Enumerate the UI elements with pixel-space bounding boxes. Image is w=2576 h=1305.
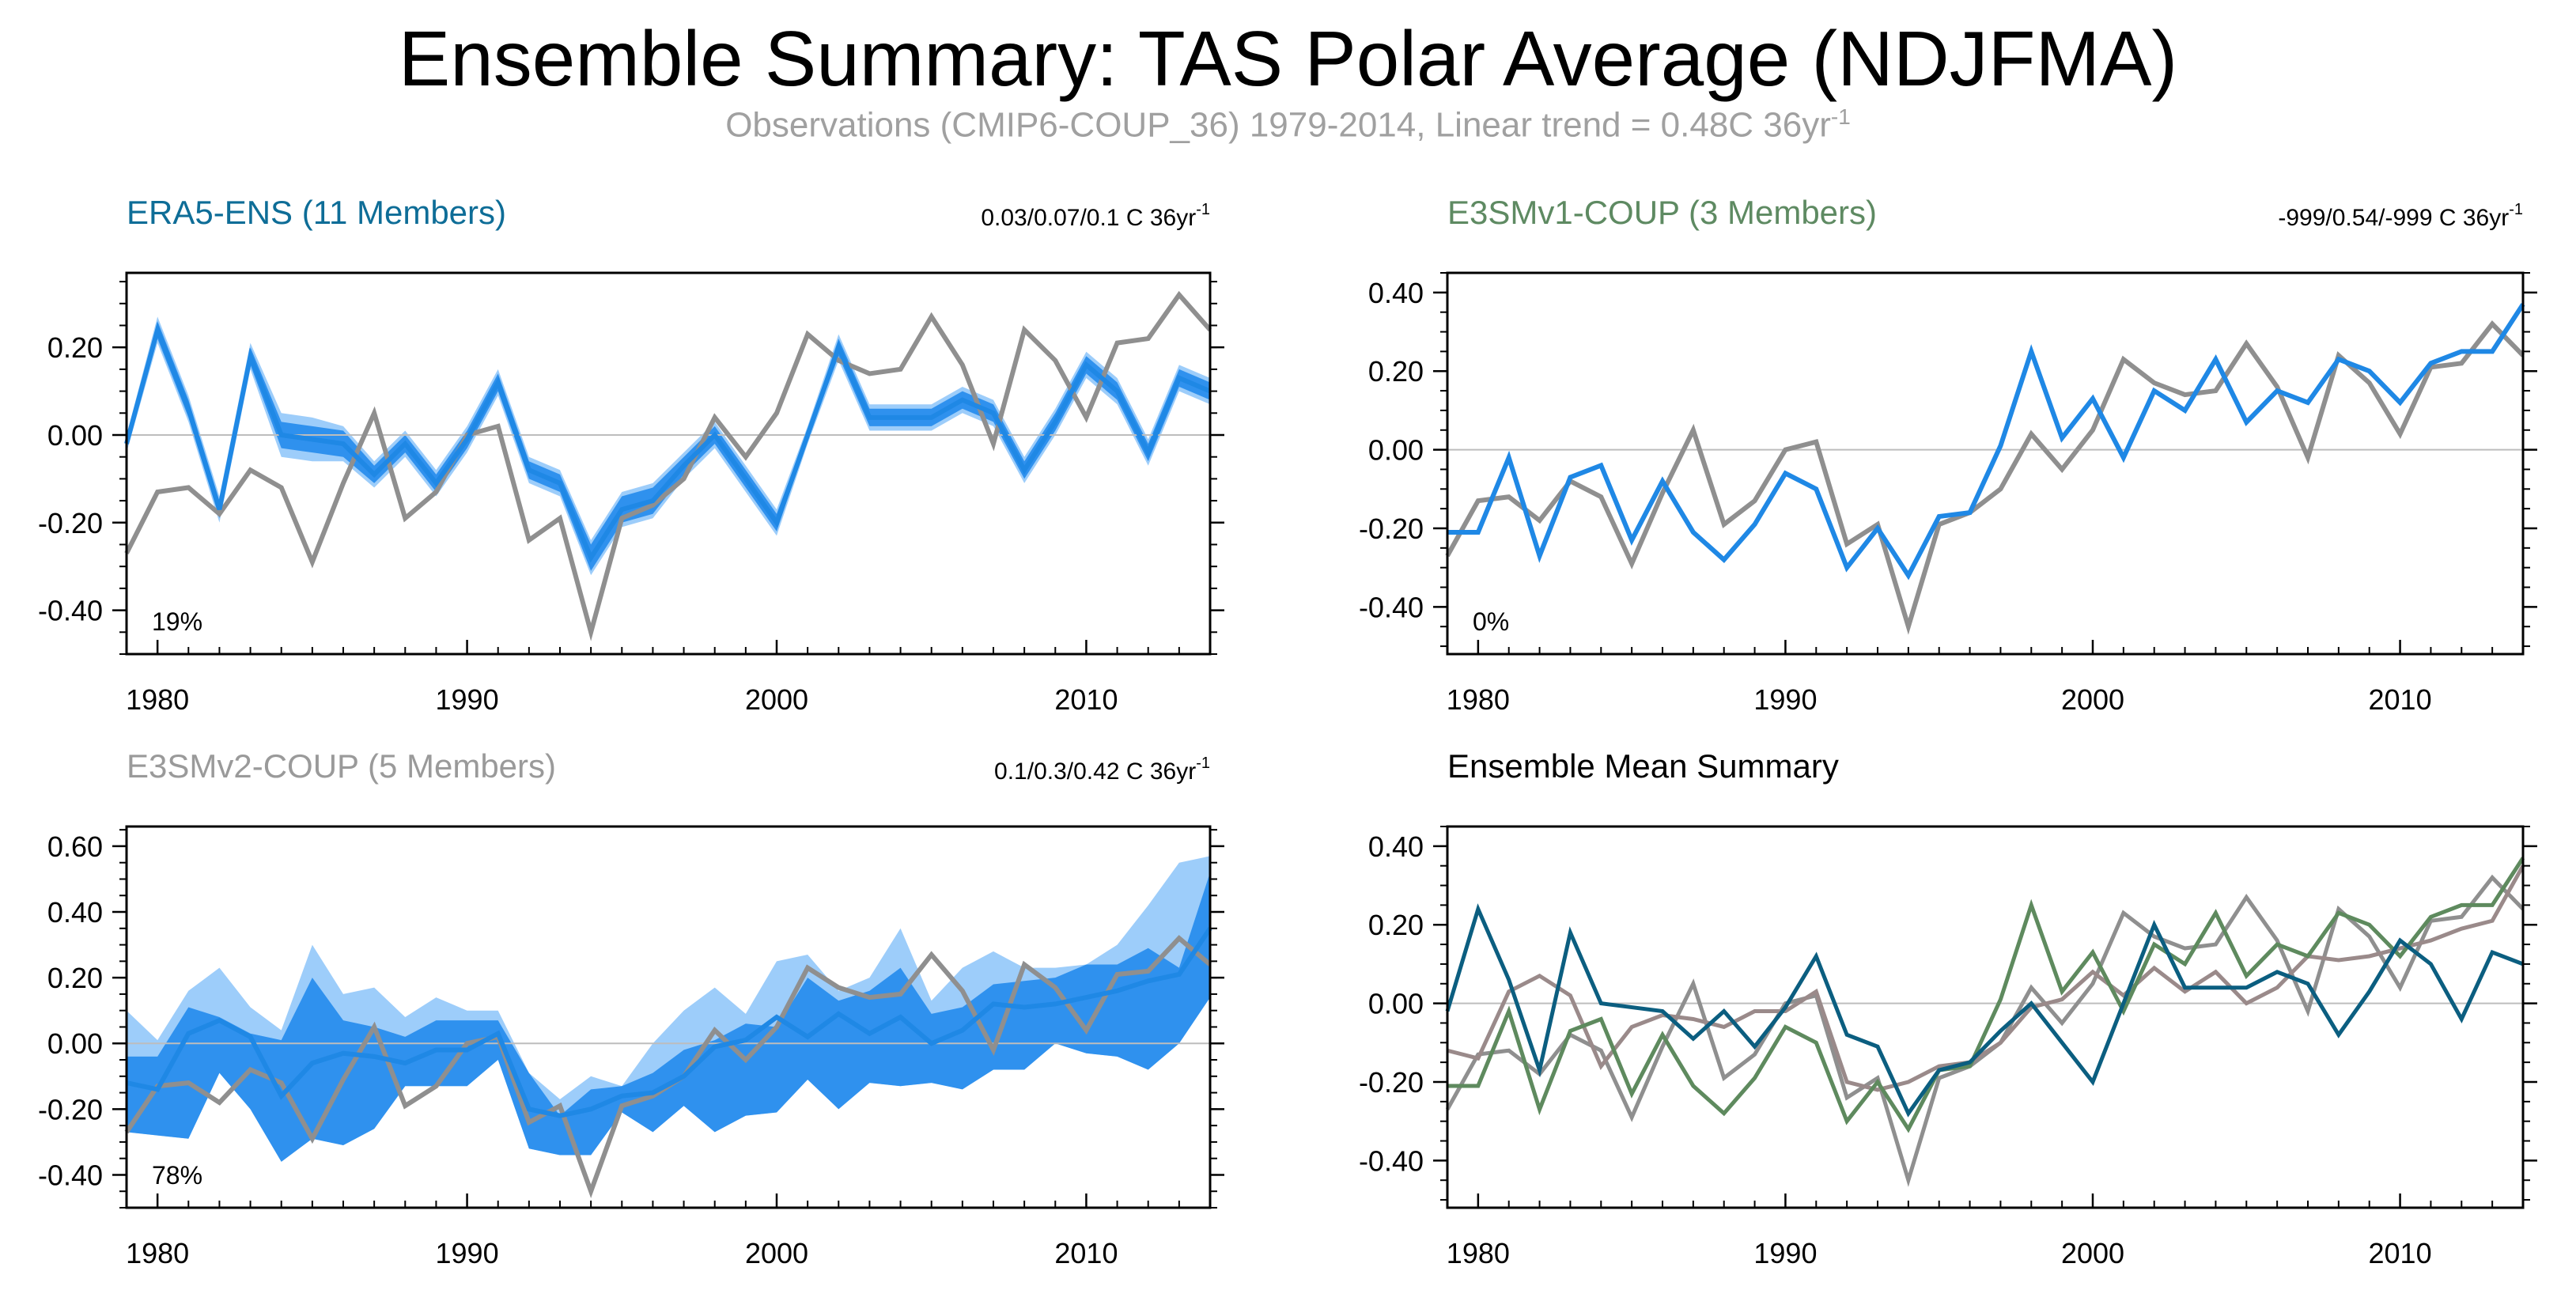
panel-title: Ensemble Mean Summary [1447, 747, 1839, 785]
trend-label: 0.03/0.07/0.1 C 36yr-1 [981, 201, 1210, 231]
ytick-label: -0.40 [38, 1159, 103, 1191]
trend-label-sup: -1 [1196, 755, 1210, 772]
ytick-label: 0.00 [47, 1027, 103, 1060]
xtick-label: 1990 [436, 683, 499, 716]
xtick-label: 2010 [1054, 683, 1118, 716]
ytick-label: 0.20 [47, 962, 103, 994]
ytick-label: 0.00 [1368, 988, 1424, 1020]
ytick-label: -0.20 [1359, 513, 1424, 545]
xtick-label: 1990 [1753, 1237, 1817, 1269]
percent-label: 0% [1473, 607, 1509, 636]
xtick-label: 2010 [2369, 1237, 2432, 1269]
panel-2: E3SMv1-COUP (3 Members) -999/0.54/-999 C … [1359, 194, 2537, 716]
series-line-2 [1447, 864, 2525, 1092]
plot-frame [125, 825, 1212, 1209]
panel-1: ERA5-ENS (11 Members) 0.03/0.07/0.1 C 36y… [38, 194, 1224, 716]
xtick-label: 2000 [745, 1237, 808, 1269]
plot-frame [125, 271, 1212, 656]
xtick-label: 2000 [2061, 683, 2124, 716]
xtick-label: 1990 [1753, 683, 1817, 716]
percent-label: 19% [152, 607, 202, 636]
ytick-label: 0.60 [47, 830, 103, 863]
figure-title: Ensemble Summary: TAS Polar Average (NDJ… [398, 15, 2178, 102]
ytick-label: 0.00 [47, 419, 103, 452]
ytick-label: 0.20 [47, 331, 103, 364]
ytick-label: -0.20 [38, 507, 103, 539]
ensemble-mean-line [1447, 303, 2525, 581]
xtick-label: 1980 [1447, 683, 1510, 716]
ytick-label: 0.20 [1368, 355, 1424, 388]
series-line-4 [1445, 903, 2524, 1118]
figure-subtitle-sup: -1 [1830, 104, 1851, 129]
ytick-label: 0.20 [1368, 909, 1424, 941]
panel-title: E3SMv1-COUP (3 Members) [1447, 194, 1877, 231]
ensemble-mean-line [124, 322, 1212, 563]
plot-frame [1446, 271, 2525, 656]
xtick-label: 1980 [126, 1237, 189, 1269]
plot-frame [1446, 825, 2525, 1209]
panel-4: Ensemble Mean Summary -0.40 -0.20 0.00 0.20 0… [1359, 747, 2537, 1269]
trend-label: 0.1/0.3/0.42 C 36yr-1 [994, 755, 1210, 785]
ytick-label: 0.00 [1368, 434, 1424, 467]
ytick-label: 0.40 [1368, 277, 1424, 309]
ytick-label: -0.40 [1359, 1144, 1424, 1177]
trend-label: -999/0.54/-999 C 36yr-1 [2278, 201, 2523, 231]
xtick-label: 2000 [745, 683, 808, 716]
ytick-label: 0.40 [47, 896, 103, 929]
ytick-label: 0.40 [1368, 830, 1424, 863]
ensemble-mean-line [126, 927, 1212, 1118]
trend-label-text: -999/0.54/-999 C 36yr [2278, 205, 2509, 231]
figure-subtitle-text: Observations (CMIP6-COUP_36) 1979-2014, … [725, 105, 1831, 145]
ytick-label: -0.20 [38, 1093, 103, 1125]
panel-3: E3SMv2-COUP (5 Members) 0.1/0.3/0.42 C 36… [38, 747, 1224, 1269]
xtick-label: 1980 [1447, 1237, 1510, 1269]
trend-label-text: 0.1/0.3/0.42 C 36yr [994, 758, 1196, 785]
xtick-label: 1980 [126, 683, 189, 716]
trend-label-text: 0.03/0.07/0.1 C 36yr [981, 205, 1196, 231]
figure-subtitle: Observations (CMIP6-COUP_36) 1979-2014, … [0, 104, 2576, 146]
xtick-label: 2000 [2061, 1237, 2124, 1269]
xtick-label: 1990 [436, 1237, 499, 1269]
observations-line [124, 290, 1212, 641]
panel-title: E3SMv2-COUP (5 Members) [127, 747, 556, 785]
ytick-label: -0.40 [38, 595, 103, 627]
trend-label-sup: -1 [2509, 201, 2523, 218]
xtick-label: 2010 [2369, 683, 2432, 716]
ytick-label: -0.40 [1359, 591, 1424, 623]
panel-title: ERA5-ENS (11 Members) [127, 194, 506, 231]
percent-label: 78% [152, 1161, 202, 1190]
series-line-3 [1447, 857, 2525, 1133]
ytick-label: -0.20 [1359, 1066, 1424, 1099]
trend-label-sup: -1 [1196, 201, 1210, 218]
xtick-label: 2010 [1054, 1237, 1118, 1269]
